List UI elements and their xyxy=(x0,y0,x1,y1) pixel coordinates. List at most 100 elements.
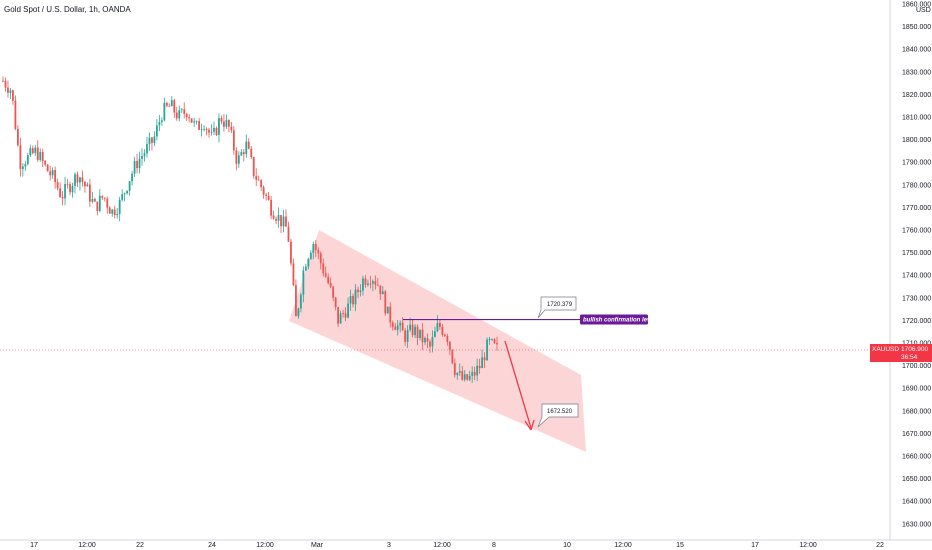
candle-body xyxy=(304,266,307,271)
candle-body xyxy=(178,110,181,119)
x-tick-label: 17 xyxy=(30,542,38,549)
candle-body xyxy=(344,313,347,318)
x-tick-label: 22 xyxy=(876,542,884,549)
candle-body xyxy=(29,148,32,156)
candle-body xyxy=(486,339,488,361)
candle-body xyxy=(290,241,292,264)
candle-body xyxy=(81,177,84,182)
candle-body xyxy=(151,137,153,143)
candle-body xyxy=(118,199,121,214)
candle-body xyxy=(379,285,382,295)
x-tick-label: 8 xyxy=(492,542,496,549)
candle-body xyxy=(208,129,210,133)
candle-body xyxy=(41,151,44,162)
x-tick-label: 12:00 xyxy=(433,542,451,549)
candle-body xyxy=(180,109,183,111)
candle-body xyxy=(280,214,282,227)
candle-body xyxy=(342,313,344,315)
candle-body xyxy=(175,112,178,119)
candle-body xyxy=(71,185,74,193)
candle-body xyxy=(312,244,315,253)
candle-body xyxy=(496,343,498,345)
y-tick-label: 1720.000 xyxy=(902,318,931,325)
candle-body xyxy=(84,181,86,187)
candle-body xyxy=(255,175,258,180)
candle-body xyxy=(39,151,42,160)
candle-body xyxy=(153,136,156,143)
candle-body xyxy=(96,201,99,212)
candle-body xyxy=(101,195,104,198)
candle-body xyxy=(160,120,163,123)
current-price-tag[interactable] xyxy=(870,344,932,363)
candle-body xyxy=(133,160,136,174)
candle-body xyxy=(163,102,166,121)
bullish-callout-box[interactable] xyxy=(537,296,577,319)
candle-body xyxy=(247,141,250,149)
candle-body xyxy=(429,341,431,347)
candle-body xyxy=(46,164,49,172)
candle-body xyxy=(12,90,14,101)
candle-body xyxy=(367,283,369,285)
candle-body xyxy=(198,121,201,130)
candle-body xyxy=(123,193,126,195)
candle-body xyxy=(138,158,141,169)
y-tick-label: 1700.000 xyxy=(902,363,931,370)
candle-body xyxy=(456,372,459,376)
candle-body xyxy=(332,286,335,298)
candle-body xyxy=(359,290,362,292)
candle-body xyxy=(56,182,59,189)
candle-body xyxy=(354,289,357,305)
candle-body xyxy=(414,326,416,336)
candle-body xyxy=(14,100,17,129)
candle-body xyxy=(21,166,24,169)
candle-body xyxy=(314,244,317,250)
target-callout-box[interactable] xyxy=(537,403,579,428)
candle-body xyxy=(193,121,196,123)
candle-body xyxy=(396,325,399,330)
candle-body xyxy=(225,120,228,127)
candle-body xyxy=(156,125,158,137)
candle-body xyxy=(126,190,129,194)
candle-body xyxy=(292,263,295,286)
candle-body xyxy=(334,297,337,308)
candle-body xyxy=(357,289,359,292)
candle-body xyxy=(299,294,302,309)
y-tick-label: 1790.000 xyxy=(902,160,931,167)
y-tick-label: 1810.000 xyxy=(902,115,931,122)
candle-body xyxy=(190,118,193,123)
candle-body xyxy=(277,214,280,221)
candle-body xyxy=(324,273,327,277)
candle-body xyxy=(461,370,464,380)
candle-body xyxy=(103,197,106,199)
y-tick-label: 1740.000 xyxy=(902,273,931,280)
candle-body xyxy=(419,329,421,339)
candle-body xyxy=(213,128,215,132)
candle-body xyxy=(2,80,4,82)
current-price-countdown: 36:54 xyxy=(901,354,918,361)
candle-body xyxy=(141,156,143,159)
x-tick-label: 17 xyxy=(751,542,759,549)
candle-body xyxy=(64,184,66,199)
y-tick-label: 1820.000 xyxy=(902,92,931,99)
candle-body xyxy=(93,198,96,202)
candle-body xyxy=(374,281,377,285)
y-tick-label: 1640.000 xyxy=(902,499,931,506)
candle-body xyxy=(230,126,233,131)
candle-body xyxy=(466,374,469,380)
candle-body xyxy=(168,105,171,107)
candle-body xyxy=(416,326,419,339)
candle-body xyxy=(91,198,94,202)
candle-body xyxy=(401,322,404,331)
candle-body xyxy=(106,198,109,208)
candle-body xyxy=(59,188,61,197)
candle-body xyxy=(431,336,434,347)
candle-body xyxy=(257,179,260,181)
candle-body xyxy=(295,285,297,317)
candle-body xyxy=(386,306,389,314)
bullish-level-tag[interactable] xyxy=(580,314,648,325)
candle-body xyxy=(113,209,116,216)
candle-body xyxy=(434,331,436,337)
candle-body xyxy=(448,341,451,350)
